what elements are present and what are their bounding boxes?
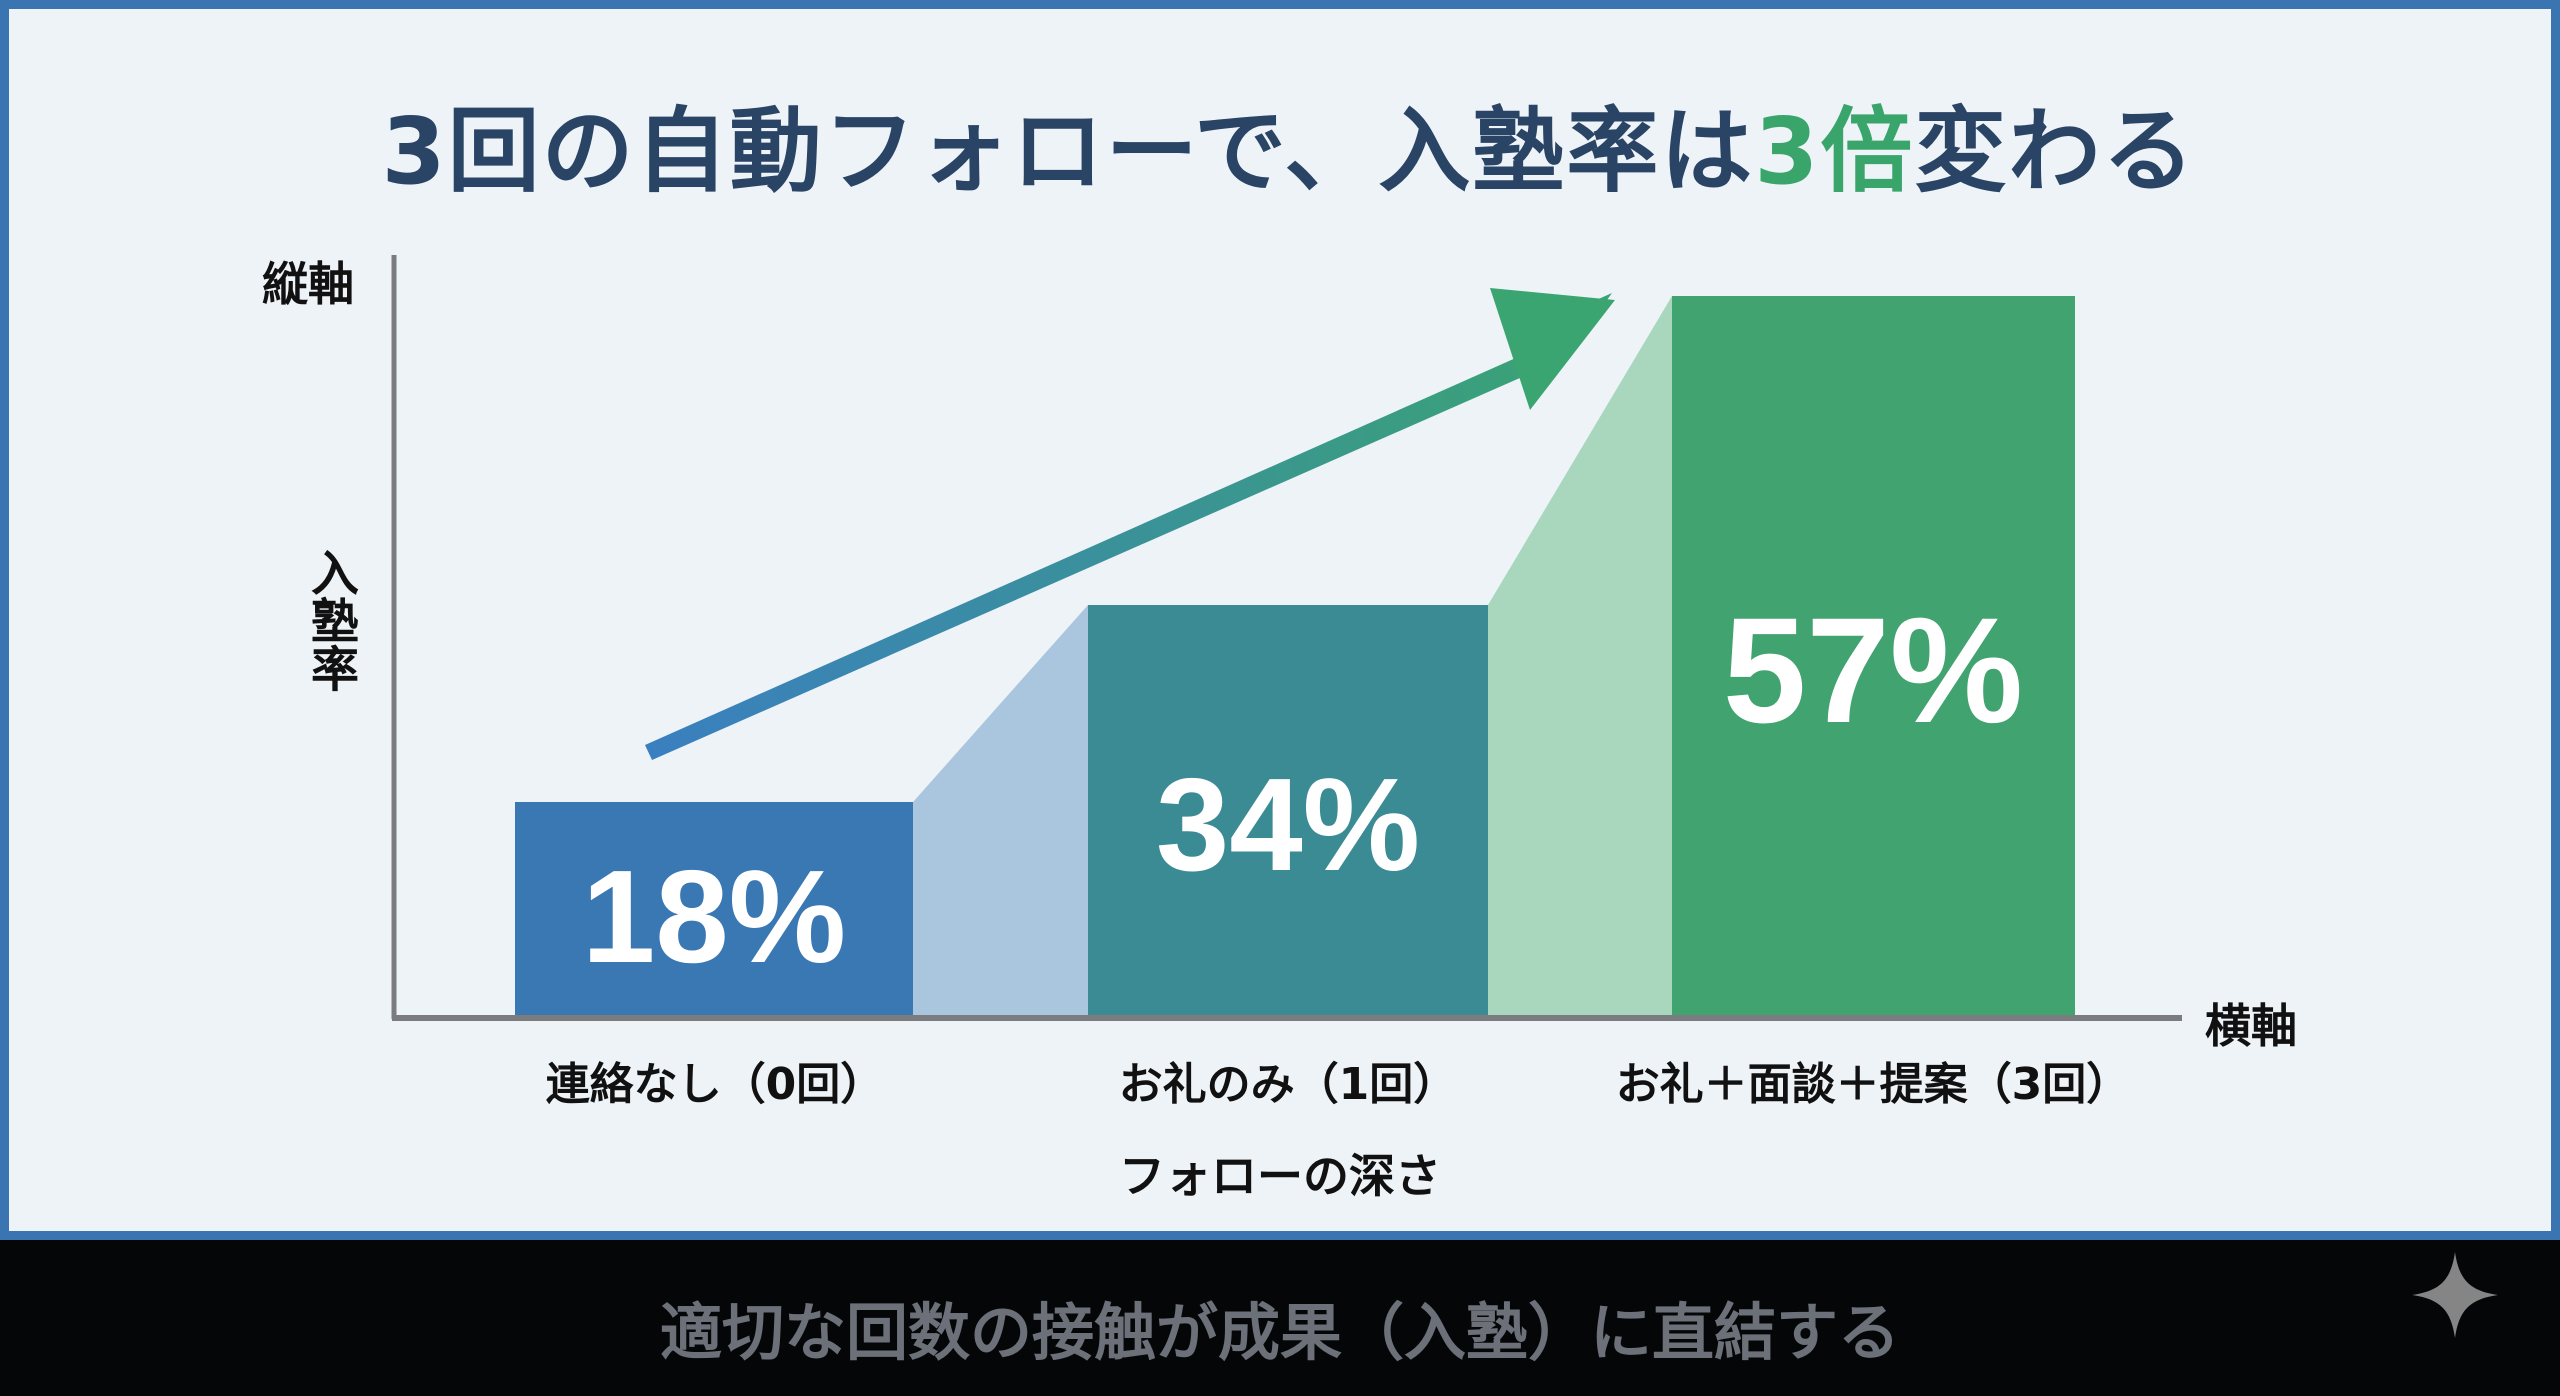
title-prefix: 3回の自動フォローで、入塾率は <box>381 98 1755 205</box>
category-label-1: お礼のみ（1回） <box>1118 1059 1458 1110</box>
x-axis-title: フォローの深さ <box>1119 1149 1441 1203</box>
caption-bar: 適切な回数の接触が成果（入塾）に直結する <box>0 1240 2560 1396</box>
bar-0-value: 18% <box>582 843 846 990</box>
bar-2-value: 57% <box>1723 586 2023 754</box>
caption-text: 適切な回数の接触が成果（入塾）に直結する <box>659 1296 1900 1369</box>
y-axis-title-text: 入塾率 <box>302 548 358 692</box>
bar-2 <box>1672 296 2075 1018</box>
bar-0 <box>515 802 913 1018</box>
chart-title: 3回の自動フォローで、入塾率は3倍変わる <box>9 77 2560 210</box>
slide: 3回の自動フォローで、入塾率は3倍変わる <box>0 0 2560 1240</box>
title-accent: 3倍 <box>1754 98 1915 205</box>
title-suffix: 変わる <box>1914 98 2197 205</box>
trend-arrow-icon <box>645 288 1615 760</box>
category-label-2: お礼＋面談＋提案（3回） <box>1615 1059 2131 1110</box>
connector-1 <box>913 605 1088 1018</box>
category-label-0: 連絡なし（0回） <box>545 1059 885 1110</box>
bar-1-value: 34% <box>1156 751 1420 898</box>
bar-1 <box>1088 605 1488 1018</box>
x-axis-corner-label: 横軸 <box>2205 999 2297 1053</box>
y-axis-corner-label: 縦軸 <box>262 257 354 311</box>
y-axis-title: 入塾率 <box>300 548 360 705</box>
connector-2 <box>1488 296 1672 1018</box>
sparkle-icon <box>2412 1252 2498 1338</box>
bar-chart: 18% 34% 57% <box>391 255 2182 1021</box>
